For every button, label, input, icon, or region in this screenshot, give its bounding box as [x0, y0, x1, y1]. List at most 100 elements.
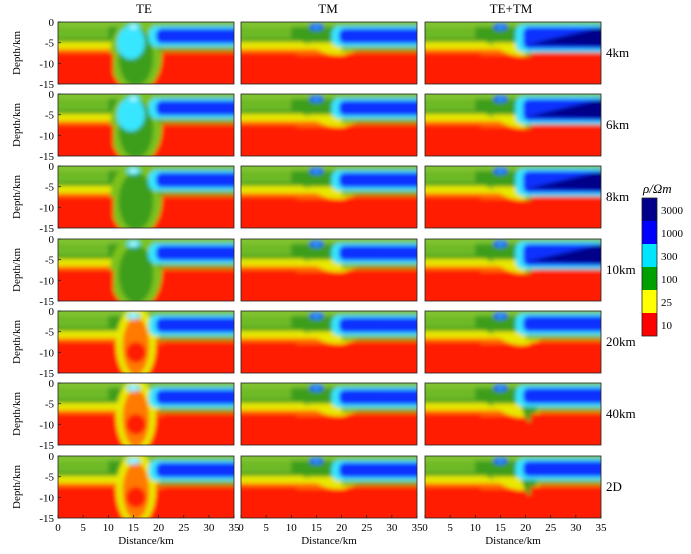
x-tick-label: 25	[361, 522, 373, 534]
panel-grid	[57, 21, 602, 519]
row-label: 4km	[606, 45, 629, 60]
y-axis-label: Depth/km	[11, 320, 23, 364]
row-label: 6km	[606, 117, 629, 132]
column-header-te-tm: TE+TM	[490, 1, 533, 16]
y-tick-label: -10	[39, 347, 54, 359]
model-panel	[57, 310, 235, 374]
x-tick-label: 20	[336, 522, 348, 534]
x-tick-label: 20	[520, 522, 532, 534]
row-labels: 4km 6km 8km 10km 20km 40km 2D	[606, 45, 636, 494]
y-tick-label: 0	[49, 451, 55, 463]
y-tick-label: -10	[39, 492, 54, 504]
model-panel	[240, 310, 418, 374]
x-tick-label: 10	[103, 522, 115, 534]
model-panel	[240, 382, 418, 446]
x-tick-label: 25	[545, 522, 557, 534]
colorbar-swatch	[642, 244, 657, 267]
row-label: 20km	[606, 334, 636, 349]
x-tick-label: 15	[495, 522, 507, 534]
axes-group: 0 -5 -10 -15 Depth/km 0 -5 -10 -15 Depth/km 0 -5 -10…	[11, 17, 607, 547]
colorbar-swatch	[642, 198, 657, 221]
y-tick-label: 0	[49, 378, 55, 390]
colorbar-label: 1000	[661, 228, 684, 240]
x-axis-label: Distance/km	[485, 535, 541, 547]
colorbar-swatch	[642, 313, 657, 336]
column-header-tm: TM	[318, 1, 338, 16]
y-tick-label: -15	[39, 223, 54, 235]
x-axis-label: Distance/km	[301, 535, 357, 547]
model-panel	[240, 21, 418, 85]
model-panel	[57, 382, 235, 446]
x-tick-label: 5	[447, 522, 453, 534]
y-axis-label: Depth/km	[11, 103, 23, 147]
x-tick-label: 10	[286, 522, 298, 534]
model-panel	[240, 165, 418, 229]
x-tick-label: 35	[596, 522, 608, 534]
colorbar: ρ/Ωm 3000 1000 300 100 25 10	[641, 181, 684, 337]
x-tick-label: 20	[153, 522, 165, 534]
y-tick-label: 0	[49, 89, 55, 101]
column-header-te: TE	[136, 1, 152, 16]
y-tick-label: 0	[49, 161, 55, 173]
y-tick-label: -15	[39, 79, 54, 91]
y-tick-label: -10	[39, 58, 54, 70]
x-tick-label: 30	[203, 522, 215, 534]
x-tick-label: 0	[238, 522, 244, 534]
y-tick-label: -10	[39, 275, 54, 287]
x-tick-label: 15	[311, 522, 323, 534]
colorbar-label: 3000	[661, 205, 684, 217]
colorbar-label: 300	[661, 251, 678, 263]
y-tick-label: -15	[39, 296, 54, 308]
model-panel	[424, 310, 602, 374]
model-panel	[57, 455, 235, 519]
x-tick-label: 5	[80, 522, 86, 534]
y-axis-label: Depth/km	[11, 175, 23, 219]
y-axis-label: Depth/km	[11, 248, 23, 292]
y-tick-label: 0	[49, 306, 55, 318]
colorbar-swatch	[642, 267, 657, 290]
y-tick-label: -5	[45, 255, 55, 267]
colorbar-title: ρ/Ωm	[642, 181, 672, 196]
y-tick-label: -10	[39, 202, 54, 214]
y-tick-label: -15	[39, 513, 54, 525]
y-tick-label: -5	[45, 182, 55, 194]
model-panel	[57, 165, 235, 229]
model-panel	[424, 165, 602, 229]
row-label: 2D	[606, 479, 622, 494]
colorbar-label: 25	[661, 297, 673, 309]
colorbar-label: 100	[661, 274, 678, 286]
x-axis-label: Distance/km	[118, 535, 174, 547]
model-panel	[424, 93, 602, 157]
y-axis-label: Depth/km	[11, 465, 23, 509]
x-tick-label: 35	[229, 522, 241, 534]
model-panel	[240, 93, 418, 157]
x-tick-label: 30	[386, 522, 398, 534]
y-tick-label: -5	[45, 472, 55, 484]
x-tick-label: 15	[128, 522, 140, 534]
y-tick-label: 0	[49, 17, 55, 29]
y-tick-label: -5	[45, 38, 55, 50]
y-tick-label: -15	[39, 368, 54, 380]
row-label: 10km	[606, 262, 636, 277]
y-axis-label: Depth/km	[11, 392, 23, 436]
row-label: 8km	[606, 189, 629, 204]
colorbar-label: 10	[661, 320, 673, 332]
model-panel	[424, 382, 602, 446]
model-panel	[57, 93, 235, 157]
y-tick-label: -5	[45, 399, 55, 411]
model-panel	[240, 455, 418, 519]
model-panel	[424, 21, 602, 85]
model-panel	[57, 21, 235, 85]
x-tick-label: 0	[422, 522, 428, 534]
row-label: 40km	[606, 406, 636, 421]
model-panel	[57, 238, 235, 302]
y-tick-label: 0	[49, 234, 55, 246]
model-panel	[424, 455, 602, 519]
y-tick-label: -10	[39, 419, 54, 431]
y-tick-label: -5	[45, 110, 55, 122]
x-tick-label: 30	[570, 522, 582, 534]
model-panel	[240, 238, 418, 302]
colorbar-swatch	[642, 221, 657, 244]
y-tick-label: -15	[39, 151, 54, 163]
